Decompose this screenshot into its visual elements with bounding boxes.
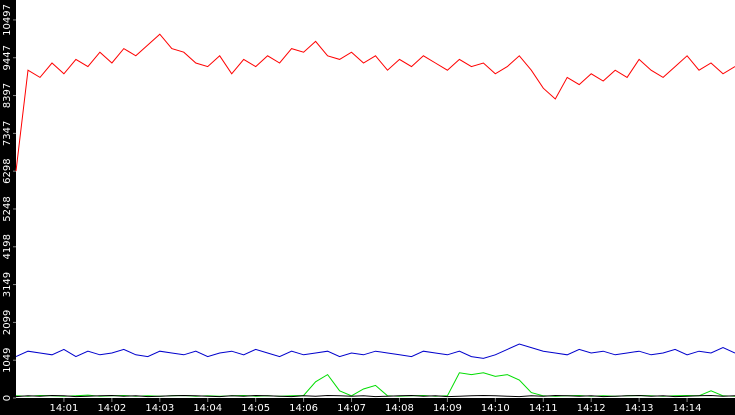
x-tick-label: 14:08 <box>385 403 414 414</box>
x-tick-label: 14:14 <box>673 403 702 414</box>
y-tick-label: 5248 <box>2 196 13 221</box>
y-tick-label: 2099 <box>2 310 13 335</box>
x-tick-label: 14:07 <box>337 403 366 414</box>
x-tick-label: 14:05 <box>241 403 270 414</box>
x-tick-label: 14:02 <box>97 403 126 414</box>
x-tick-label: 14:09 <box>433 403 462 414</box>
y-tick-label: 3149 <box>2 272 13 297</box>
y-axis-strip <box>0 0 16 415</box>
y-tick-label: 10497 <box>2 4 13 36</box>
y-tick-label: 4198 <box>2 234 13 259</box>
series-line <box>15 394 735 398</box>
x-tick-label: 14:01 <box>50 403 79 414</box>
y-tick-label: 6298 <box>2 158 13 183</box>
x-axis-strip <box>0 398 735 415</box>
series-line <box>15 343 735 359</box>
x-tick-label: 14:12 <box>577 403 606 414</box>
x-tick-label: 14:04 <box>193 403 222 414</box>
x-tick-label: 14:10 <box>481 403 510 414</box>
y-tick-label: 9447 <box>2 45 13 70</box>
x-tick-label: 14:13 <box>625 403 654 414</box>
y-tick-label: 0 <box>2 395 13 401</box>
x-tick-label: 14:03 <box>145 403 174 414</box>
x-tick-label: 14:06 <box>289 403 318 414</box>
x-tick-label: 14:11 <box>529 403 558 414</box>
series-line <box>15 33 735 172</box>
y-tick-label: 1049 <box>2 347 13 372</box>
y-tick-label: 8397 <box>2 83 13 108</box>
y-tick-label: 7347 <box>2 121 13 146</box>
